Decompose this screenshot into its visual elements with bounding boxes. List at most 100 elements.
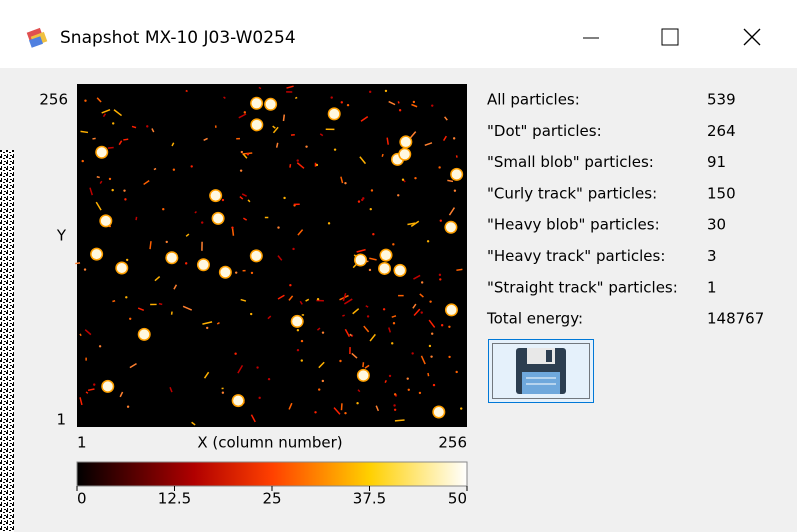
track (75, 263, 80, 264)
dot (127, 405, 129, 407)
blob (97, 147, 107, 157)
dot (419, 392, 421, 394)
y-max-label: 256 (39, 91, 68, 109)
dot (240, 169, 242, 171)
dot (341, 101, 343, 103)
dot (297, 349, 299, 351)
window: Snapshot MX-10 J03-W0254 256 Y 1 1 X (co… (0, 0, 797, 532)
dot (356, 402, 358, 404)
dot (358, 200, 360, 202)
dot (328, 222, 330, 224)
dot (185, 262, 187, 264)
dot (347, 104, 349, 106)
dot (124, 198, 126, 200)
particle-image (77, 84, 467, 427)
track (92, 138, 95, 139)
blob (101, 216, 111, 226)
dot (408, 389, 410, 391)
blob (252, 98, 262, 108)
window-title: Snapshot MX-10 J03-W0254 (60, 28, 296, 48)
dot (407, 377, 409, 379)
dot (430, 355, 432, 357)
track (136, 217, 137, 220)
dot (305, 145, 307, 147)
dot (411, 352, 413, 354)
stat-label: "Straight track" particles: (487, 278, 678, 296)
dot (235, 271, 237, 273)
dot (129, 318, 131, 320)
blob (220, 267, 230, 277)
x-max-label: 256 (438, 434, 467, 452)
track (295, 97, 297, 98)
blob (446, 222, 456, 232)
dot (331, 96, 333, 98)
dot (339, 360, 341, 362)
dot (250, 313, 252, 315)
dot (344, 182, 346, 184)
dot (433, 384, 435, 386)
y-axis-label: Y (56, 227, 67, 245)
dot (448, 356, 450, 358)
blob (380, 263, 390, 273)
stat-value: 150 (707, 184, 736, 202)
track (447, 180, 453, 181)
colorbar-tick-label: 50 (448, 490, 467, 508)
dot (125, 296, 127, 298)
track (283, 115, 284, 121)
dot (231, 226, 233, 228)
track (150, 241, 151, 249)
dot (397, 194, 399, 196)
dot (297, 329, 299, 331)
stat-label: "Small blob" particles: (487, 153, 654, 171)
dot (362, 197, 364, 199)
dot (301, 340, 303, 342)
dot (283, 197, 285, 199)
track (186, 91, 188, 92)
track (387, 138, 388, 145)
dot (440, 219, 442, 221)
track (395, 420, 405, 421)
dot (318, 388, 320, 390)
blob (198, 260, 208, 270)
dot (389, 375, 391, 377)
dot (201, 221, 203, 223)
dot (369, 91, 371, 93)
save-button[interactable] (489, 340, 594, 403)
dot (344, 412, 346, 414)
dot (222, 391, 224, 393)
dot (371, 189, 373, 191)
x-axis-label: X (column number) (197, 434, 342, 452)
stat-value: 3 (707, 247, 717, 265)
dot (297, 159, 299, 161)
dot (448, 326, 450, 328)
dot (234, 353, 236, 355)
stat-label: "Curly track" particles: (487, 184, 657, 202)
dot (322, 380, 324, 382)
blob (251, 251, 261, 261)
blob (446, 305, 456, 315)
dot (453, 137, 455, 139)
blob (395, 265, 405, 275)
dot (112, 122, 114, 124)
stat-label: "Heavy blob" particles: (487, 216, 660, 234)
track (342, 315, 344, 316)
track (290, 164, 291, 167)
dot (99, 345, 101, 347)
dot (162, 208, 164, 210)
dot (314, 411, 316, 413)
dot (244, 111, 246, 113)
track (112, 301, 115, 302)
dot (429, 345, 431, 347)
dot (399, 109, 401, 111)
blob (292, 316, 302, 326)
dot (84, 100, 86, 102)
dot (394, 393, 396, 395)
dot (109, 178, 111, 180)
blob (329, 109, 339, 119)
stat-label: Total energy: (486, 310, 583, 328)
stat-value: 264 (707, 122, 736, 140)
stat-value: 30 (707, 216, 726, 234)
blob (401, 137, 411, 147)
track (363, 362, 364, 367)
blob (92, 249, 102, 259)
